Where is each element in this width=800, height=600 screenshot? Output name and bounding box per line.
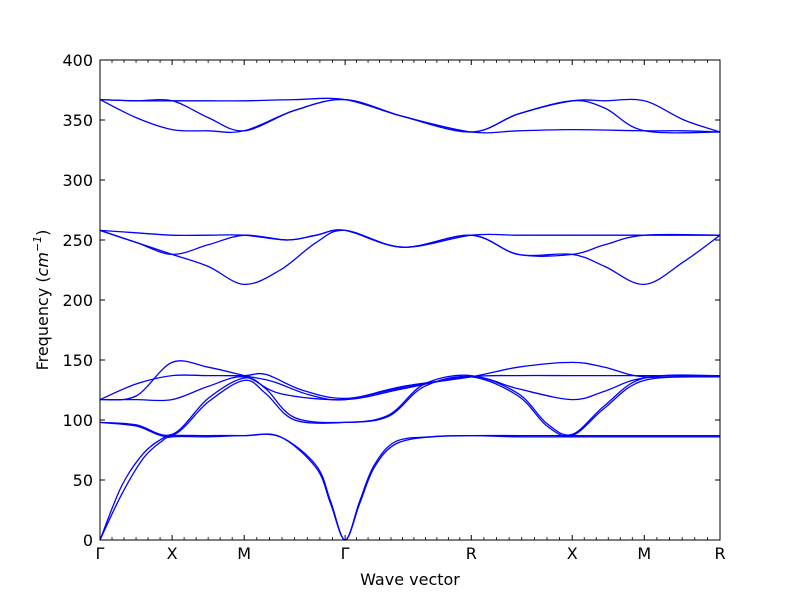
y-tick-label: 0 [83, 531, 93, 550]
band-line-10 [99, 229, 720, 248]
x-tick-label: X [167, 544, 178, 563]
band-line-9 [99, 229, 721, 257]
band-line-13 [99, 97, 721, 133]
y-tick-label: 150 [62, 351, 93, 370]
x-tick-label: R [714, 544, 725, 563]
y-tick-label: 50 [73, 471, 93, 490]
y-axis-label: Frequency (cm−1) [31, 230, 52, 371]
band-line-1 [99, 433, 720, 541]
y-tick-label: 400 [62, 51, 93, 70]
x-tick-label: M [637, 544, 651, 563]
x-tick-label: X [567, 544, 578, 563]
y-tick-label: 300 [62, 171, 93, 190]
y-tick-label: 250 [62, 231, 93, 250]
band-line-5 [100, 375, 721, 402]
y-axis-ticks: 0 50 100 150 200 250 300 350 400 [62, 51, 720, 550]
y-tick-label: 200 [62, 291, 93, 310]
plot-frame [99, 59, 721, 541]
bands [99, 97, 721, 541]
x-tick-label: Γ [96, 544, 105, 563]
x-tick-label: M [237, 544, 251, 563]
band-line-12 [99, 98, 721, 134]
band-line-6 [99, 372, 720, 401]
band-line-2 [99, 433, 720, 541]
band-line-3 [99, 375, 721, 438]
x-axis-label: Wave vector [360, 570, 460, 589]
x-tick-label: Γ [341, 544, 350, 563]
x-tick-label: R [466, 544, 477, 563]
y-tick-label: 350 [62, 111, 93, 130]
band-line-7 [99, 360, 721, 401]
y-tick-label: 100 [62, 411, 93, 430]
band-line-4 [99, 374, 721, 436]
band-line-11 [99, 98, 721, 134]
